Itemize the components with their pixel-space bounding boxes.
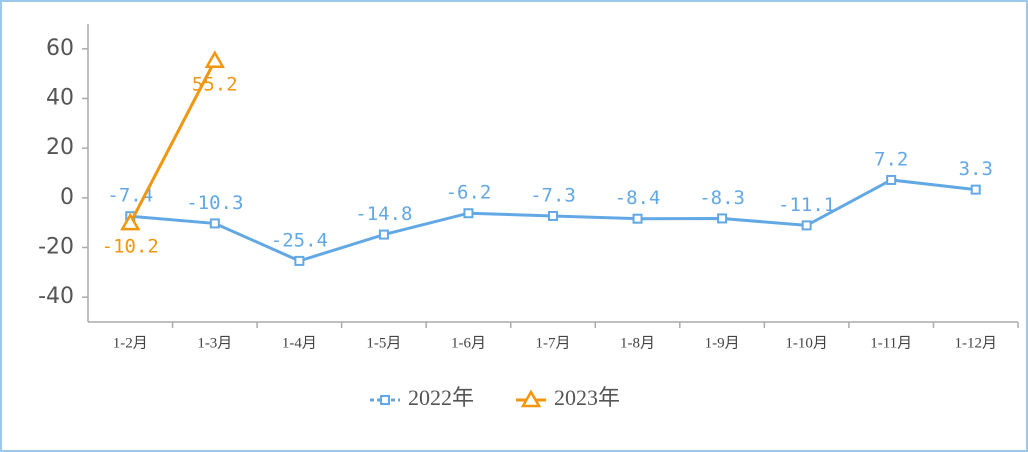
data-point bbox=[717, 213, 728, 224]
data-label: -7.3 bbox=[530, 184, 576, 206]
x-tick-label: 1-12月 bbox=[954, 335, 997, 351]
series-line bbox=[128, 60, 217, 224]
legend-label: 2023年 bbox=[554, 385, 620, 410]
x-tick-label: 1-11月 bbox=[870, 335, 912, 351]
data-label: -7.4 bbox=[107, 185, 153, 207]
legend-label: 2022年 bbox=[408, 385, 474, 410]
x-tick-label: 1-2月 bbox=[113, 335, 148, 351]
y-tick-label: 60 bbox=[46, 36, 74, 61]
y-tick-label: -40 bbox=[38, 284, 74, 309]
y-tick-label: -20 bbox=[38, 235, 74, 260]
data-label: 3.3 bbox=[959, 158, 993, 180]
data-point bbox=[209, 218, 220, 229]
data-label: 55.2 bbox=[192, 73, 238, 95]
data-point bbox=[801, 220, 812, 231]
y-tick-label: 0 bbox=[60, 185, 74, 210]
data-label: -8.3 bbox=[699, 187, 745, 209]
y-tick-label: 40 bbox=[46, 86, 74, 111]
x-tick-label: 1-5月 bbox=[366, 335, 401, 351]
data-label: 7.2 bbox=[874, 148, 908, 170]
legend-marker bbox=[380, 395, 390, 405]
x-tick-label: 1-10月 bbox=[785, 335, 828, 351]
data-label: -6.2 bbox=[446, 182, 492, 204]
x-tick-label: 1-8月 bbox=[620, 335, 655, 351]
x-tick-label: 1-3月 bbox=[197, 335, 232, 351]
data-label: -11.1 bbox=[778, 194, 835, 216]
data-label: -10.3 bbox=[186, 192, 243, 214]
x-tick-label: 1-9月 bbox=[705, 335, 740, 351]
data-point bbox=[204, 50, 225, 69]
data-point bbox=[120, 212, 141, 231]
data-point bbox=[548, 210, 558, 221]
data-point bbox=[378, 229, 389, 240]
data-label: -8.4 bbox=[615, 187, 661, 209]
x-tick-label: 1-7月 bbox=[536, 335, 571, 351]
data-label: -25.4 bbox=[271, 229, 328, 251]
y-tick-label: 20 bbox=[46, 135, 74, 160]
data-point bbox=[970, 184, 981, 195]
data-point bbox=[463, 208, 474, 219]
data-point bbox=[294, 255, 305, 266]
data-point bbox=[886, 174, 897, 185]
x-tick-label: 1-6月 bbox=[451, 335, 486, 351]
legend-marker bbox=[520, 389, 542, 408]
data-label: -10.2 bbox=[102, 236, 159, 258]
data-label: -14.8 bbox=[355, 203, 412, 225]
x-tick-label: 1-4月 bbox=[282, 335, 317, 351]
data-point bbox=[632, 213, 643, 224]
